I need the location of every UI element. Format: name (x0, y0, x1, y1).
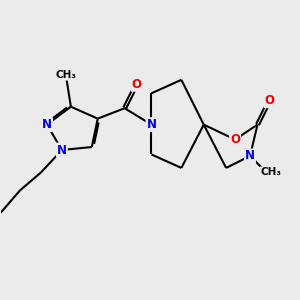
Text: O: O (264, 94, 274, 107)
Text: N: N (57, 143, 67, 157)
Text: N: N (245, 149, 255, 163)
Text: O: O (132, 78, 142, 91)
Text: N: N (146, 118, 157, 131)
Text: CH₃: CH₃ (56, 70, 77, 80)
Text: O: O (230, 133, 240, 146)
Text: CH₃: CH₃ (260, 167, 281, 177)
Text: N: N (42, 118, 52, 131)
